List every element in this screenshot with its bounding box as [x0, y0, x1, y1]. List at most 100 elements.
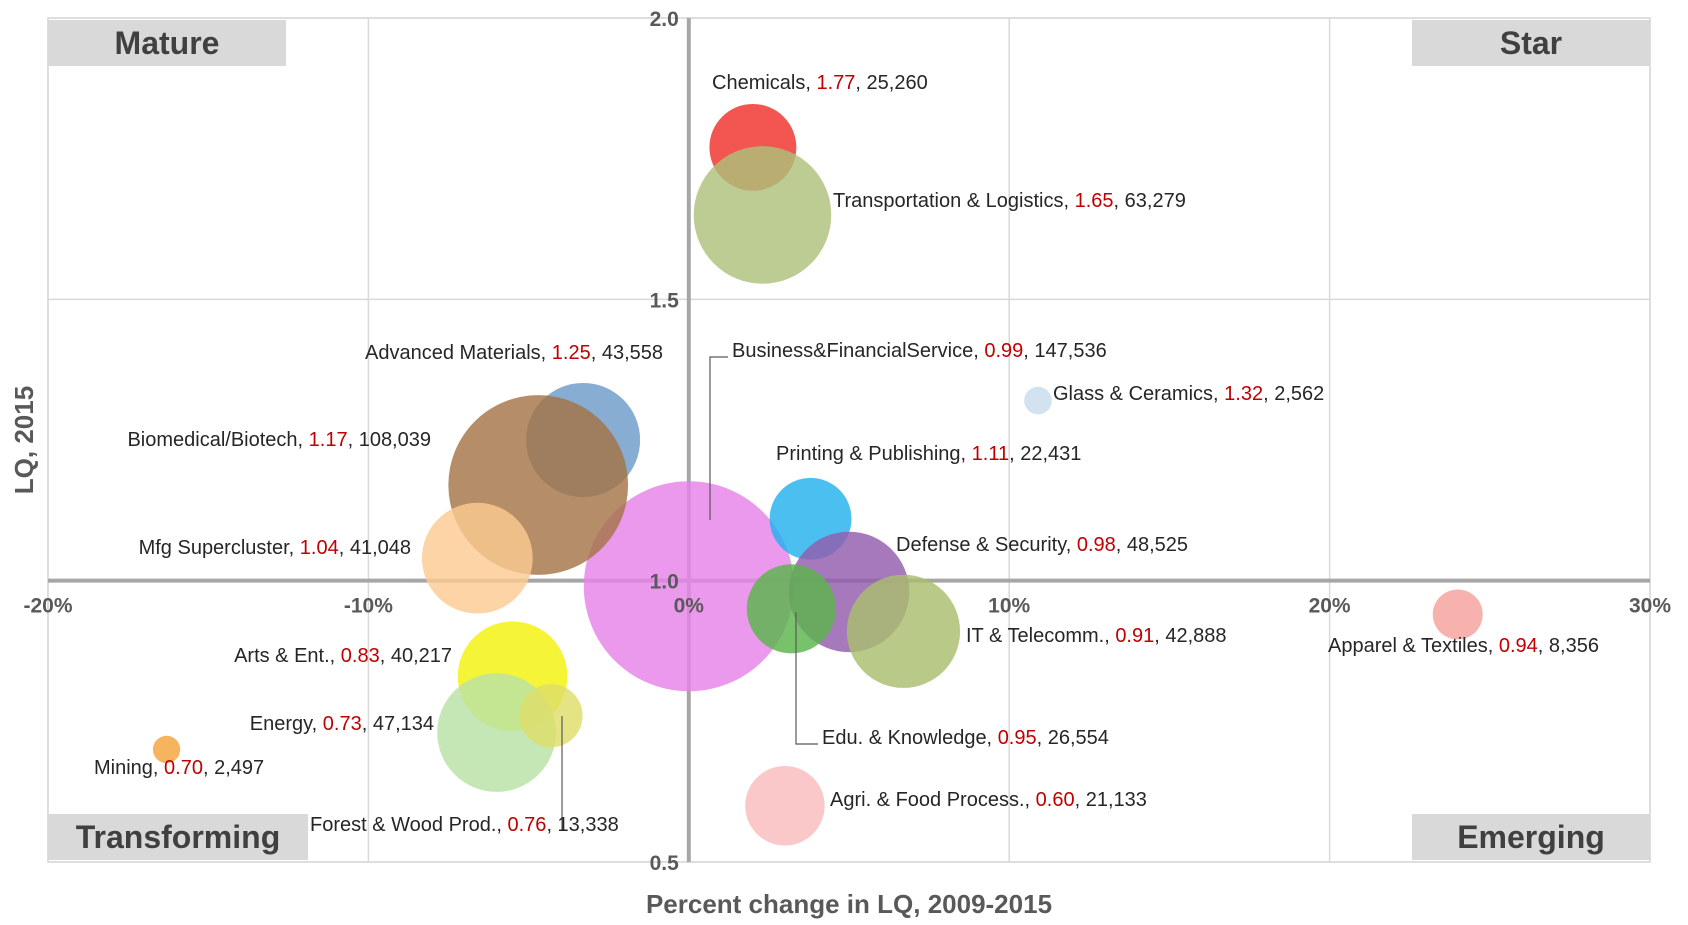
- label-name: Advanced Materials,: [365, 342, 552, 364]
- label-name: Mining,: [94, 757, 164, 779]
- label-chemicals: Chemicals, 1.77, 25,260: [712, 72, 928, 94]
- label-name: IT & Telecomm.,: [966, 625, 1115, 647]
- label-lq: 0.91: [1115, 625, 1154, 647]
- x-tick-label: 20%: [1309, 595, 1351, 618]
- label-name: Chemicals,: [712, 72, 816, 94]
- y-tick-label: 1.0: [650, 571, 679, 594]
- bubbles: [152, 103, 1483, 846]
- label-employment: , 21,133: [1075, 789, 1147, 811]
- label-name: Business&FinancialService,: [732, 340, 984, 362]
- label-edu-knowledge: Edu. & Knowledge, 0.95, 26,554: [822, 727, 1109, 749]
- label-lq: 0.60: [1036, 789, 1075, 811]
- label-name: Apparel & Textiles,: [1328, 635, 1499, 657]
- label-lq: 1.32: [1224, 383, 1263, 405]
- bubble-business-financialservice: [583, 481, 794, 692]
- label-lq: 0.99: [984, 340, 1023, 362]
- label-employment: , 42,888: [1154, 625, 1226, 647]
- tick-labels: -20% -10% 0% 10% 20% 30% 0.5 1.0 1.5 2.0: [23, 8, 1671, 875]
- label-lq: 1.77: [816, 72, 855, 94]
- label-transportation-logistics: Transportation & Logistics, 1.65, 63,279: [833, 190, 1186, 212]
- label-lq: 1.25: [552, 342, 591, 364]
- label-name: Defense & Security,: [896, 534, 1077, 556]
- label-employment: , 108,039: [348, 429, 431, 451]
- label-name: Agri. & Food Process.,: [830, 789, 1036, 811]
- label-employment: , 26,554: [1037, 727, 1109, 749]
- label-lq: 0.94: [1499, 635, 1538, 657]
- label-lq: 0.98: [1077, 534, 1116, 556]
- bubble-it-telecomm: [846, 574, 961, 688]
- label-employment: , 25,260: [855, 72, 927, 94]
- label-energy: Energy, 0.73, 47,134: [250, 713, 434, 735]
- label-name: Forest & Wood Prod.,: [310, 814, 508, 836]
- label-name: Edu. & Knowledge,: [822, 727, 998, 749]
- label-name: Glass & Ceramics,: [1053, 383, 1224, 405]
- bubble-mining: [152, 735, 181, 764]
- label-glass-ceramics: Glass & Ceramics, 1.32, 2,562: [1053, 383, 1324, 405]
- label-lq: 1.11: [972, 443, 1009, 465]
- label-apparel-textiles: Apparel & Textiles, 0.94, 8,356: [1328, 635, 1599, 657]
- label-lq: 0.95: [998, 727, 1037, 749]
- label-lq: 0.76: [508, 814, 547, 836]
- label-employment: , 147,536: [1023, 340, 1106, 362]
- y-tick-label: 1.5: [650, 289, 680, 312]
- label-mfg-supercluster: Mfg Supercluster, 1.04, 41,048: [139, 537, 411, 559]
- y-tick-label: 0.5: [650, 852, 680, 875]
- label-lq: 1.04: [300, 537, 339, 559]
- label-employment: , 8,356: [1538, 635, 1599, 657]
- bubble-apparel-textiles: [1432, 589, 1483, 640]
- label-business-financialservice: Business&FinancialService, 0.99, 147,536: [732, 340, 1107, 362]
- label-employment: , 40,217: [380, 645, 452, 667]
- bubble-agri-food-process: [745, 765, 825, 846]
- label-name: Arts & Ent.,: [234, 645, 341, 667]
- label-employment: , 22,431: [1009, 443, 1081, 465]
- label-employment: , 2,497: [203, 757, 264, 779]
- x-axis-title: Percent change in LQ, 2009-2015: [646, 889, 1052, 919]
- label-employment: , 47,134: [362, 713, 434, 735]
- label-arts-ent: Arts & Ent., 0.83, 40,217: [234, 645, 452, 667]
- quadrant-label-mature: Mature: [115, 25, 220, 61]
- label-mining: Mining, 0.70, 2,497: [94, 757, 264, 779]
- label-it-telecomm: IT & Telecomm., 0.91, 42,888: [966, 625, 1227, 647]
- quadrant-label-transforming: Transforming: [76, 819, 280, 855]
- x-tick-label: 0%: [674, 595, 705, 618]
- label-advanced-materials: Advanced Materials, 1.25, 43,558: [365, 342, 663, 364]
- label-lq: 0.73: [323, 713, 362, 735]
- quadrant-box-transforming: [48, 814, 308, 860]
- label-printing-publishing: Printing & Publishing, 1.11, 22,431: [776, 443, 1081, 465]
- bubble-transportation-logistics: [693, 146, 832, 284]
- y-axis-title: LQ, 2015: [9, 386, 39, 494]
- quadrant-label-emerging: Emerging: [1457, 819, 1605, 855]
- bubble-edu-knowledge: [746, 564, 836, 654]
- label-employment: , 48,525: [1116, 534, 1188, 556]
- label-name: Transportation & Logistics,: [833, 190, 1075, 212]
- label-name: Printing & Publishing,: [776, 443, 972, 465]
- label-employment: , 43,558: [591, 342, 663, 364]
- quadrant-box-star: [1412, 20, 1650, 66]
- leader-lines: [561, 356, 818, 831]
- label-lq: 1.65: [1075, 190, 1114, 212]
- label-biomedical-biotech: Biomedical/Biotech, 1.17, 108,039: [127, 429, 431, 451]
- x-tick-label: -20%: [23, 595, 72, 618]
- quadrant-label-star: Star: [1500, 25, 1562, 61]
- label-employment: , 63,279: [1114, 190, 1186, 212]
- y-tick-label: 2.0: [650, 8, 679, 31]
- label-lq: 1.17: [309, 429, 348, 451]
- label-lq: 0.83: [341, 645, 380, 667]
- leader-edu-knowledge: [795, 612, 818, 745]
- label-name: Energy,: [250, 713, 323, 735]
- x-tick-label: 10%: [988, 595, 1030, 618]
- quadrant-box-emerging: [1412, 814, 1650, 860]
- label-name: Mfg Supercluster,: [139, 537, 300, 559]
- label-employment: , 41,048: [339, 537, 411, 559]
- x-tick-label: -10%: [344, 595, 393, 618]
- bubble-glass-ceramics: [1024, 386, 1052, 415]
- leader-business-financialservice: [709, 356, 728, 520]
- bubble-forest-wood-prod: [519, 684, 583, 748]
- label-name: Biomedical/Biotech,: [127, 429, 308, 451]
- label-lq: 0.70: [164, 757, 203, 779]
- label-defense-security: Defense & Security, 0.98, 48,525: [896, 534, 1188, 556]
- quadrant-labels: Mature Star Transforming Emerging: [48, 20, 1650, 860]
- quadrant-box-mature: [48, 20, 286, 66]
- label-agri-food-process: Agri. & Food Process., 0.60, 21,133: [830, 789, 1147, 811]
